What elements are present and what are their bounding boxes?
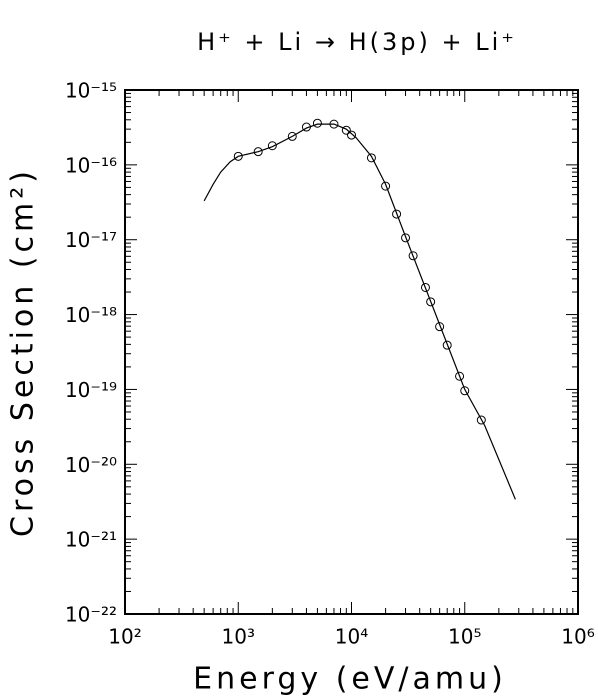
data-point <box>392 209 402 219</box>
y-tick-label: 10⁻¹⁵ <box>65 79 117 103</box>
y-tick-label: 10⁻¹⁷ <box>65 228 117 252</box>
y-tick-label: 10⁻²¹ <box>65 528 117 552</box>
data-point <box>401 233 411 243</box>
data-point <box>267 141 277 151</box>
x-tick-label: 10² <box>108 625 141 649</box>
data-point <box>435 322 445 332</box>
x-axis-label: Energy (eV/amu) <box>193 662 507 696</box>
data-point <box>233 151 243 161</box>
y-tick-label: 10⁻¹⁶ <box>65 153 117 177</box>
data-point <box>329 119 339 129</box>
data-point <box>347 130 356 140</box>
y-tick-label: 10⁻¹⁸ <box>65 303 117 327</box>
x-tick-label: 10⁶ <box>561 625 594 649</box>
y-tick-label: 10⁻²⁰ <box>65 453 117 477</box>
data-point <box>253 147 263 157</box>
data-point <box>366 153 376 163</box>
fit-line <box>203 123 516 500</box>
data-point <box>442 340 452 350</box>
data-point <box>312 118 322 128</box>
y-axis-label: Cross Section (cm²) <box>6 167 41 537</box>
data-point <box>341 125 351 135</box>
data-point <box>287 131 297 141</box>
data-point <box>301 122 311 132</box>
x-tick-label: 10⁵ <box>448 625 481 649</box>
data-point <box>420 282 430 292</box>
data-point <box>460 386 470 396</box>
data-point <box>426 297 436 307</box>
y-tick-label: 10⁻¹⁹ <box>65 378 117 402</box>
x-tick-label: 10⁴ <box>335 625 368 649</box>
data-point <box>381 181 391 191</box>
chart-title: H⁺ + Li → H(3p) + Li⁺ <box>197 28 517 56</box>
data-point <box>455 371 465 381</box>
y-tick-label: 10⁻²² <box>65 603 117 627</box>
plot-frame <box>124 89 579 615</box>
x-tick-label: 10³ <box>222 625 255 649</box>
data-point <box>408 251 418 261</box>
data-point <box>476 415 486 425</box>
